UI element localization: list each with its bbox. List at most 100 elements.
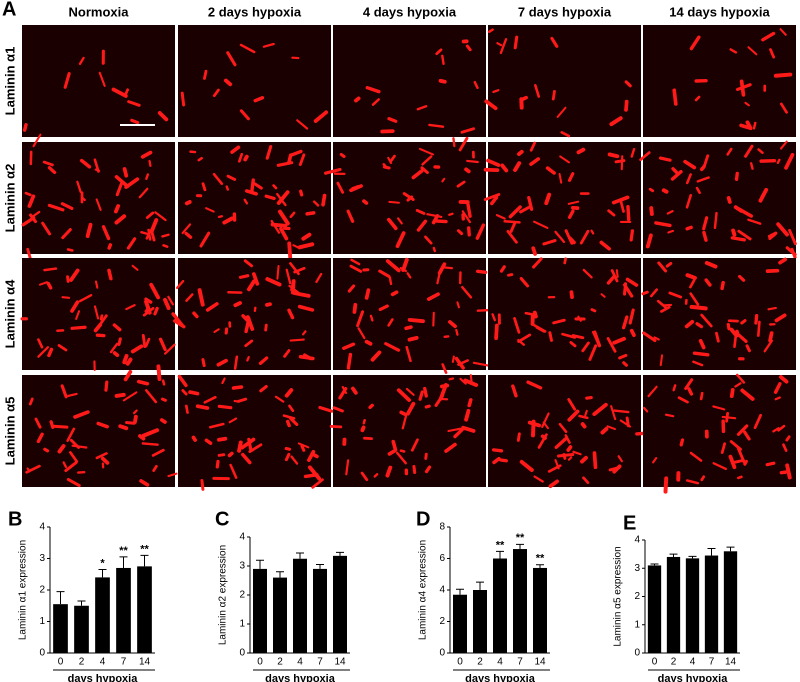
vessel	[659, 354, 664, 367]
vessel	[656, 299, 668, 309]
vessel	[184, 404, 189, 414]
significance: **	[496, 539, 505, 551]
vessel	[332, 406, 344, 413]
significance: *	[100, 557, 105, 569]
y-tick-label: 4	[39, 522, 45, 533]
vessel	[424, 235, 433, 245]
vessel	[324, 167, 342, 175]
vessel	[483, 193, 501, 201]
vessel	[399, 267, 408, 273]
vessel	[93, 158, 100, 173]
vessel	[418, 390, 424, 401]
vessel	[757, 320, 761, 337]
vessel	[407, 335, 419, 342]
vessel	[418, 147, 434, 156]
vessel	[205, 302, 219, 312]
vessel	[362, 199, 369, 205]
vessel	[582, 476, 590, 485]
vessel	[433, 219, 448, 224]
vessel	[629, 328, 636, 338]
x-tick-label: 2	[477, 657, 483, 668]
significance: **	[119, 545, 128, 557]
vessel	[740, 388, 755, 401]
vessel	[739, 123, 753, 131]
vessel	[191, 435, 197, 442]
x-tick-label: 7	[317, 657, 323, 668]
bar	[666, 556, 681, 653]
vessel	[321, 193, 327, 207]
vessel	[31, 210, 41, 218]
vessel	[195, 404, 210, 410]
micrograph	[484, 25, 641, 138]
vessel	[248, 443, 263, 454]
vessel	[401, 257, 409, 272]
vessel	[566, 445, 573, 452]
vessel	[436, 269, 442, 285]
vessel	[458, 136, 469, 152]
vessel	[99, 314, 104, 321]
error-bar	[336, 551, 344, 556]
vessel	[36, 432, 44, 444]
vessel	[265, 145, 273, 160]
vessel	[181, 389, 188, 396]
vessel	[658, 156, 672, 162]
vessel	[270, 219, 281, 234]
vessel	[435, 48, 443, 56]
vessel	[38, 281, 48, 286]
vessel	[456, 301, 460, 309]
micrograph	[178, 25, 331, 137]
y-tick-label: 6	[439, 553, 445, 564]
y-tick-label: 3	[239, 561, 245, 572]
vessel	[767, 231, 778, 239]
vessel	[629, 229, 635, 242]
x-tick-label: 4	[100, 657, 106, 668]
vessel	[388, 276, 393, 286]
vessel	[511, 384, 518, 398]
vessel	[342, 342, 356, 350]
micrograph	[483, 141, 641, 256]
vessel	[503, 220, 521, 224]
vessel	[98, 71, 106, 87]
vessel	[774, 313, 787, 323]
panel-label: A	[2, 0, 16, 20]
vessel	[141, 333, 147, 349]
vessel	[310, 451, 319, 459]
vessel	[197, 288, 205, 307]
error-bar	[536, 564, 544, 568]
vessel	[499, 458, 508, 463]
vessel	[24, 191, 32, 197]
vessel	[237, 440, 243, 453]
micrograph	[488, 375, 649, 489]
vessel	[390, 290, 399, 297]
error-bar	[140, 554, 149, 567]
vessel	[465, 44, 472, 52]
bar	[533, 567, 547, 653]
vessel	[290, 149, 303, 157]
vessel	[554, 437, 568, 449]
vessel	[685, 173, 692, 185]
row-label: Laminin α5	[2, 397, 17, 466]
vessel	[32, 133, 42, 148]
vessel	[109, 342, 119, 354]
vessel	[289, 211, 296, 219]
vessel	[421, 155, 433, 166]
vessel	[654, 221, 672, 228]
vessel	[517, 338, 525, 346]
vessel	[386, 217, 398, 231]
vessel	[351, 386, 358, 395]
vessel	[772, 427, 780, 433]
vessel	[668, 291, 683, 299]
vessel	[265, 302, 272, 307]
y-tick-label: 2	[634, 591, 640, 602]
vessel	[472, 361, 489, 367]
x-axis-label: days hypoxia	[68, 673, 139, 682]
bar	[704, 555, 719, 653]
vessel	[467, 226, 471, 237]
vessel	[773, 382, 782, 394]
y-tick-label: 4	[239, 532, 245, 543]
vessel	[758, 187, 769, 203]
vessel	[576, 147, 586, 155]
vessel	[584, 409, 588, 417]
vessel	[560, 131, 571, 138]
x-tick-label: 2	[277, 657, 283, 668]
